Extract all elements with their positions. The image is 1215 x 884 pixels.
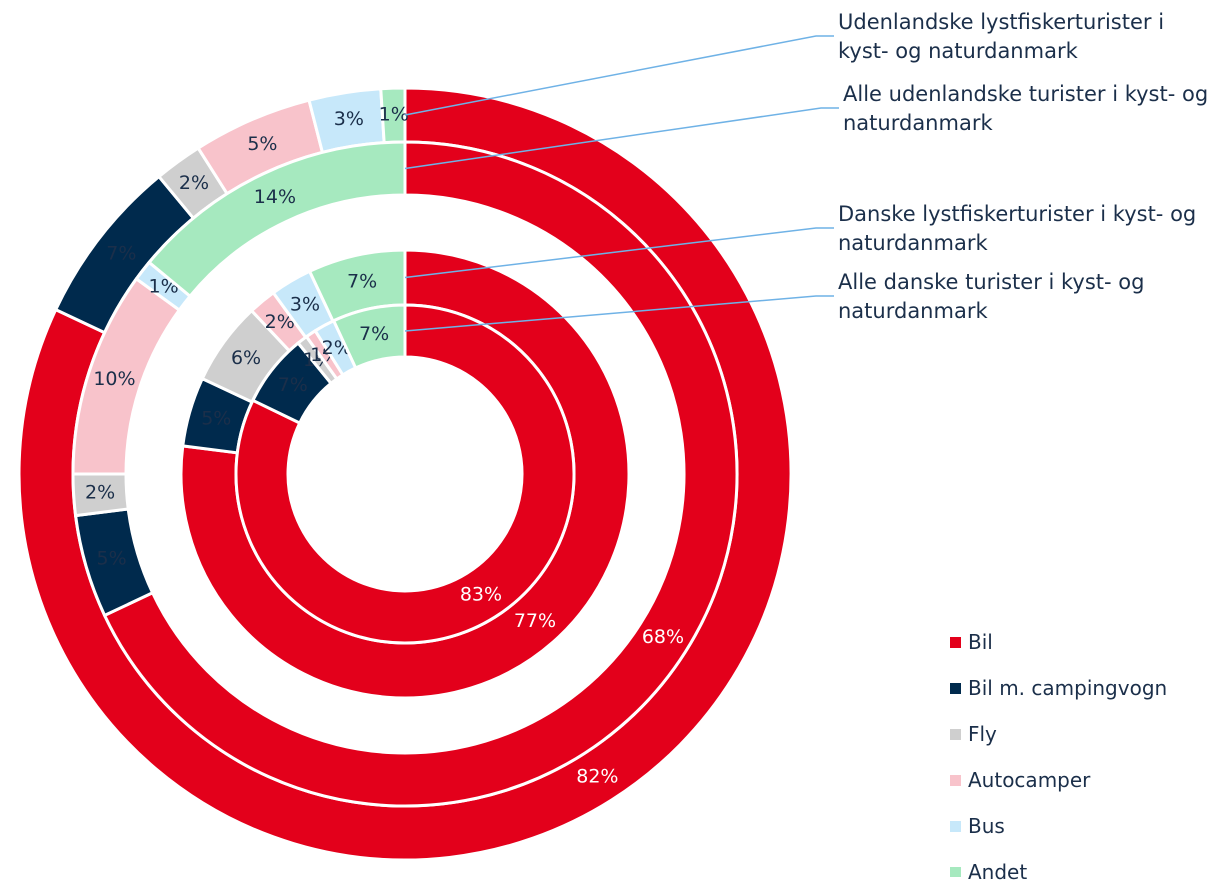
slice-label: 10% (93, 368, 135, 390)
legend-label: Fly (968, 722, 997, 746)
series-annotation: Alle udenlandske turister i kyst- og nat… (843, 82, 1209, 135)
slice-label: 14% (254, 186, 296, 208)
series-annotation: Alle danske turister i kyst- og naturdan… (838, 270, 1145, 323)
donut-slice (147, 140, 407, 299)
slice-label: 7% (347, 271, 377, 293)
slice-label: 5% (247, 133, 277, 155)
slice-label: 2% (85, 482, 115, 504)
leader-line (404, 107, 839, 170)
series-annotation: Danske lystfiskerturister i kyst- og nat… (838, 202, 1197, 255)
slice-label: 7% (278, 374, 308, 396)
legend-swatch (950, 821, 961, 832)
legend-label: Bus (968, 814, 1005, 838)
legend-label: Bil (968, 630, 993, 654)
slice-label: 7% (359, 323, 389, 345)
legend-swatch (950, 729, 961, 740)
legend-swatch (950, 867, 961, 877)
legend-swatch (950, 637, 961, 648)
slice-label: 1% (379, 104, 409, 126)
slice-label: 7% (106, 242, 136, 264)
slice-label: 2% (179, 172, 209, 194)
legend-label: Andet (968, 860, 1028, 884)
legend-label: Autocamper (968, 768, 1091, 792)
slice-label: 3% (334, 108, 364, 130)
slice-label: 68% (642, 626, 684, 648)
slice-label: 3% (290, 293, 320, 315)
legend-label: Bil m. campingvogn (968, 676, 1168, 700)
leader-line (404, 227, 834, 279)
slice-label: 83% (460, 584, 502, 606)
donut-slice (234, 303, 576, 645)
leader-line (404, 35, 834, 116)
donut-slice (102, 140, 739, 808)
leader-line (404, 295, 834, 332)
series-annotation: Udenlandske lystfiskerturister i kyst- o… (838, 10, 1165, 63)
slice-label: 5% (97, 548, 127, 570)
slice-label: 77% (514, 610, 556, 632)
legend-swatch (950, 683, 961, 694)
legend-swatch (950, 775, 961, 786)
slice-label: 2% (265, 311, 295, 333)
slice-label: 82% (576, 766, 618, 788)
slice-label: 5% (201, 408, 231, 430)
slice-label: 6% (231, 347, 261, 369)
